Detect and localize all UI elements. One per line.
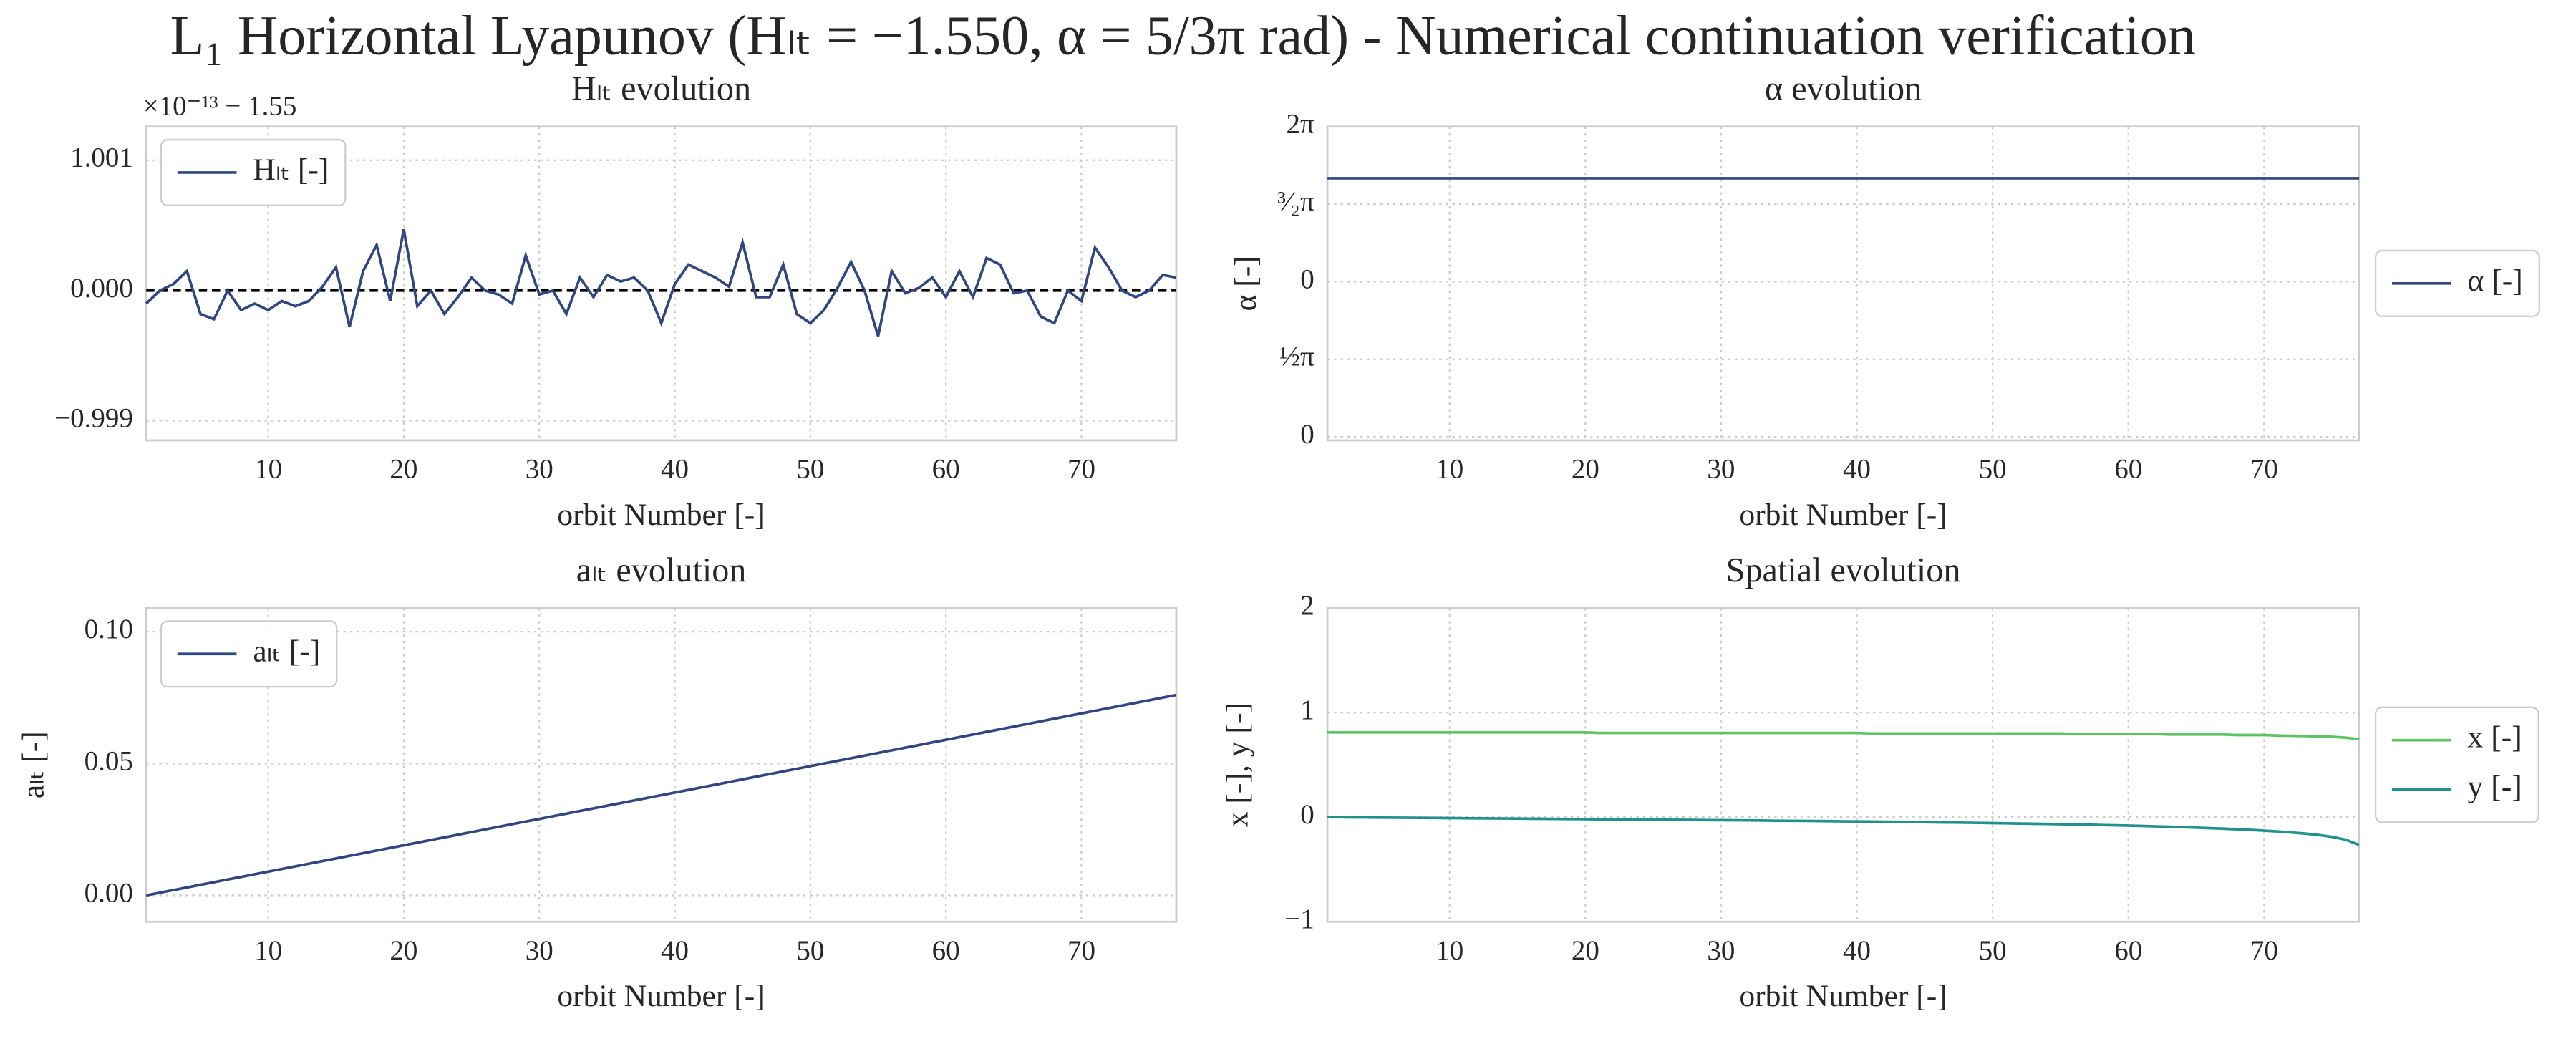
- legend: Hₗₜ [-]: [160, 138, 347, 206]
- legend-box: [2374, 706, 2539, 823]
- data-line: [1327, 816, 2360, 846]
- x-tick-label: 20: [389, 935, 417, 966]
- y-tick-label: −0.999: [54, 402, 133, 433]
- y-tick-label: 0.10: [84, 614, 133, 644]
- chart-title: α evolution: [1765, 70, 1922, 108]
- y-tick-label: 0.000: [70, 273, 133, 304]
- plot-area: [1327, 608, 2360, 922]
- legend-label: Hₗₜ [-]: [253, 153, 329, 187]
- data-line: [145, 229, 1177, 337]
- x-axis-label: orbit Number [-]: [557, 498, 765, 532]
- x-tick-label: 70: [1067, 454, 1095, 485]
- x-tick-label: 30: [526, 454, 553, 485]
- x-tick-label: 60: [2114, 454, 2142, 485]
- legend-label: y [-]: [2468, 770, 2522, 804]
- y-tick-label: ½π: [1279, 342, 1314, 372]
- y-axis-label: x [-], y [-]: [1220, 702, 1254, 827]
- chart-title: aₗₜ evolution: [576, 551, 747, 589]
- x-tick-label: 50: [1979, 454, 2007, 485]
- x-tick-label: 30: [526, 935, 553, 966]
- y-tick-label: 2: [1300, 590, 1314, 621]
- x-tick-label: 10: [254, 935, 282, 966]
- y-tick-label: 1.001: [70, 142, 133, 173]
- plot-area: [1327, 126, 2360, 440]
- legend-label: x [-]: [2468, 720, 2522, 755]
- data-line: [1327, 731, 2360, 741]
- legend-box: [2374, 249, 2540, 317]
- x-tick-label: 10: [1435, 454, 1463, 485]
- x-tick-label: 30: [1707, 935, 1735, 966]
- x-axis-label: orbit Number [-]: [1739, 979, 1947, 1013]
- x-axis-label: orbit Number [-]: [1739, 498, 1947, 532]
- legend-label: α [-]: [2468, 264, 2523, 298]
- chart-title: Hₗₜ evolution: [571, 70, 751, 108]
- y-tick-label: 0: [1300, 264, 1314, 294]
- x-tick-label: 60: [932, 935, 960, 966]
- x-tick-label: 30: [1707, 454, 1735, 485]
- y-axis-label: aₗₜ [-]: [16, 731, 51, 798]
- x-tick-label: 10: [1435, 935, 1463, 966]
- x-tick-label: 40: [661, 454, 689, 485]
- x-tick-label: 40: [661, 935, 689, 966]
- legend: α [-]: [2374, 249, 2540, 317]
- y-tick-label: ³⁄₂π: [1277, 186, 1314, 217]
- legend-box: [160, 620, 338, 688]
- axes-frame: [145, 125, 1178, 442]
- y-tick-label: 0.05: [84, 745, 133, 776]
- legend-box: [160, 138, 347, 206]
- axes-frame: [1326, 607, 2360, 923]
- x-tick-label: 20: [389, 454, 417, 485]
- y-tick-label: 0.00: [84, 877, 133, 908]
- figure-title: L₁ Horizontal Lyapunov (Hₗₜ = −1.550, α …: [170, 4, 2196, 66]
- legend: aₗₜ [-]: [160, 620, 338, 688]
- y-tick-label: 0: [1300, 799, 1314, 830]
- x-axis-label: orbit Number [-]: [557, 979, 765, 1013]
- y-tick-label: 2π: [1287, 109, 1315, 140]
- y-tick-label: 1: [1300, 695, 1314, 725]
- x-tick-label: 10: [254, 454, 282, 485]
- x-tick-label: 40: [1843, 935, 1871, 966]
- x-tick-label: 20: [1572, 935, 1599, 966]
- axis-offset-text: ×10⁻¹³ − 1.55: [143, 90, 297, 121]
- y-axis-label: α [-]: [1229, 256, 1263, 311]
- axes-frame: [145, 607, 1178, 923]
- x-tick-label: 60: [932, 454, 960, 485]
- x-tick-label: 60: [2114, 935, 2142, 966]
- legend: x [-] y [-]: [2374, 706, 2539, 823]
- chart-title: Spatial evolution: [1726, 551, 1961, 589]
- y-tick-label: −1: [1284, 904, 1314, 934]
- data-line: [145, 693, 1177, 897]
- legend-label: aₗₜ [-]: [253, 634, 320, 668]
- x-tick-label: 70: [1067, 935, 1095, 966]
- x-tick-label: 50: [1979, 935, 2007, 966]
- axes-frame: [1326, 125, 2360, 442]
- x-tick-label: 50: [796, 454, 824, 485]
- x-tick-label: 70: [2250, 454, 2278, 485]
- x-tick-label: 20: [1572, 454, 1599, 485]
- x-tick-label: 40: [1843, 454, 1871, 485]
- x-tick-label: 50: [796, 935, 824, 966]
- x-tick-label: 70: [2250, 935, 2278, 966]
- y-tick-label: 0: [1300, 419, 1314, 450]
